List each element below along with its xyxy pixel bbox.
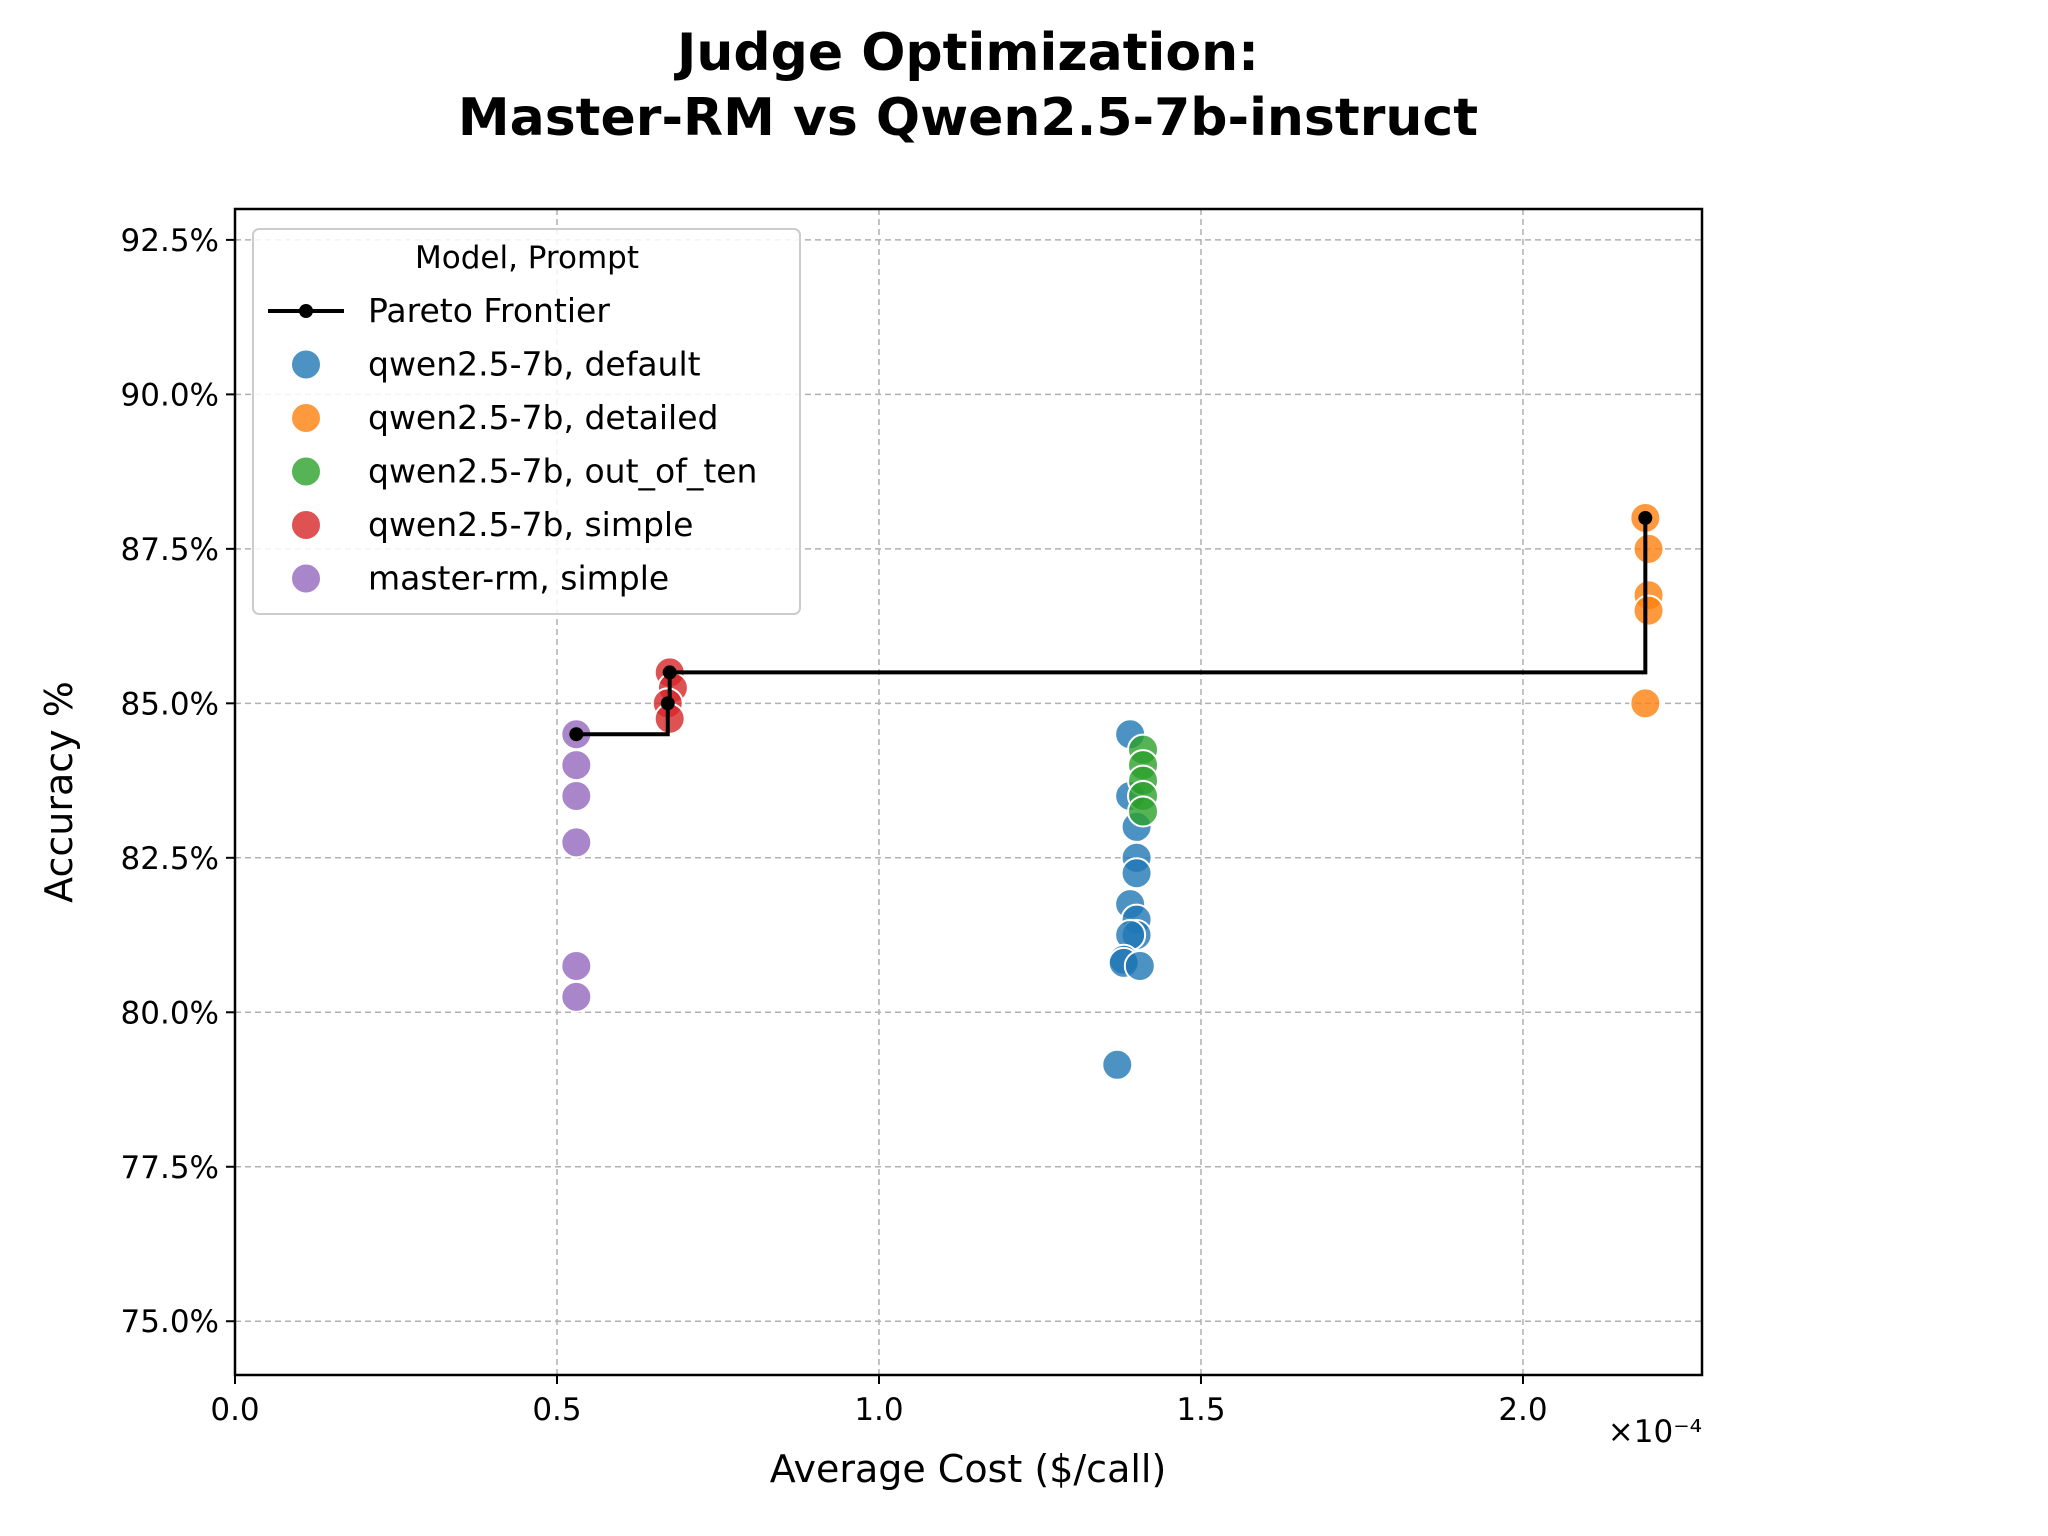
data-point-qwen2-5-7b-out-of-ten bbox=[1127, 795, 1160, 828]
legend-label: qwen2.5-7b, simple bbox=[368, 505, 693, 544]
legend-marker-icon bbox=[290, 509, 322, 541]
legend-label: Pareto Frontier bbox=[368, 291, 610, 330]
x-tick-label: 2.0 bbox=[1498, 1392, 1547, 1428]
y-axis: 75.0% 77.5% 80.0% 82.5% 85.0% 87.5% 90.0% 92.5% bbox=[121, 223, 235, 1340]
y-tick-label: 82.5% bbox=[121, 841, 219, 877]
data-point-master-rm-simple bbox=[560, 949, 593, 982]
pareto-point bbox=[662, 665, 677, 680]
chart-title-line2: Master-RM vs Qwen2.5-7b-instruct bbox=[458, 88, 1478, 148]
legend-marker-icon bbox=[290, 562, 322, 595]
legend-label: qwen2.5-7b, default bbox=[368, 345, 701, 384]
pareto-point bbox=[569, 727, 584, 742]
data-point-master-rm-simple bbox=[560, 826, 593, 859]
pareto-point bbox=[1638, 510, 1653, 525]
legend-label: qwen2.5-7b, out_of_ten bbox=[368, 452, 757, 491]
data-point-qwen2-5-7b-default bbox=[1120, 857, 1153, 890]
data-point-qwen2-5-7b-default bbox=[1101, 1048, 1134, 1081]
x-tick-label: 0.0 bbox=[210, 1392, 259, 1428]
x-scale-label: ×10⁻⁴ bbox=[1608, 1414, 1702, 1450]
data-point-master-rm-simple bbox=[560, 749, 593, 782]
data-point-master-rm-simple bbox=[560, 780, 593, 813]
y-tick-label: 77.5% bbox=[121, 1150, 219, 1186]
chart-title-line1: Judge Optimization: bbox=[674, 23, 1259, 83]
y-tick-label: 90.0% bbox=[121, 377, 219, 413]
legend-marker-icon bbox=[290, 402, 322, 434]
data-point-qwen2-5-7b-detailed bbox=[1632, 594, 1665, 627]
legend-marker-icon bbox=[290, 455, 322, 488]
data-point-master-rm-simple bbox=[560, 980, 593, 1013]
x-tick-label: 1.0 bbox=[854, 1392, 903, 1428]
y-tick-label: 80.0% bbox=[121, 995, 219, 1031]
y-tick-label: 75.0% bbox=[121, 1304, 219, 1340]
x-axis: 0.0 0.5 1.0 1.5 2.0 bbox=[210, 1375, 1548, 1428]
legend: Model, Prompt Pareto Frontier qwen2.5-7b,… bbox=[252, 228, 801, 615]
pareto-frontier bbox=[569, 510, 1653, 742]
scatter-points bbox=[560, 501, 1665, 1081]
y-tick-label: 85.0% bbox=[121, 686, 219, 722]
x-tick-label: 0.5 bbox=[532, 1392, 581, 1428]
legend-label: qwen2.5-7b, detailed bbox=[368, 398, 718, 437]
legend-pareto-marker-icon bbox=[299, 304, 313, 318]
data-point-qwen2-5-7b-detailed bbox=[1629, 687, 1662, 720]
legend-box bbox=[252, 228, 801, 615]
data-point-qwen2-5-7b-default bbox=[1123, 949, 1156, 982]
x-tick-label: 1.5 bbox=[1176, 1392, 1225, 1428]
y-tick-label: 87.5% bbox=[121, 532, 219, 568]
x-axis-label: Average Cost ($/call) bbox=[770, 1447, 1167, 1491]
y-axis-label: Accuracy % bbox=[37, 681, 81, 903]
pareto-point bbox=[660, 696, 675, 711]
y-tick-label: 92.5% bbox=[121, 223, 219, 259]
data-point-qwen2-5-7b-detailed bbox=[1632, 532, 1665, 565]
plot-frame bbox=[233, 207, 1704, 1377]
legend-label: master-rm, simple bbox=[368, 559, 669, 598]
legend-title: Model, Prompt bbox=[415, 240, 639, 276]
legend-marker-icon bbox=[290, 348, 322, 381]
